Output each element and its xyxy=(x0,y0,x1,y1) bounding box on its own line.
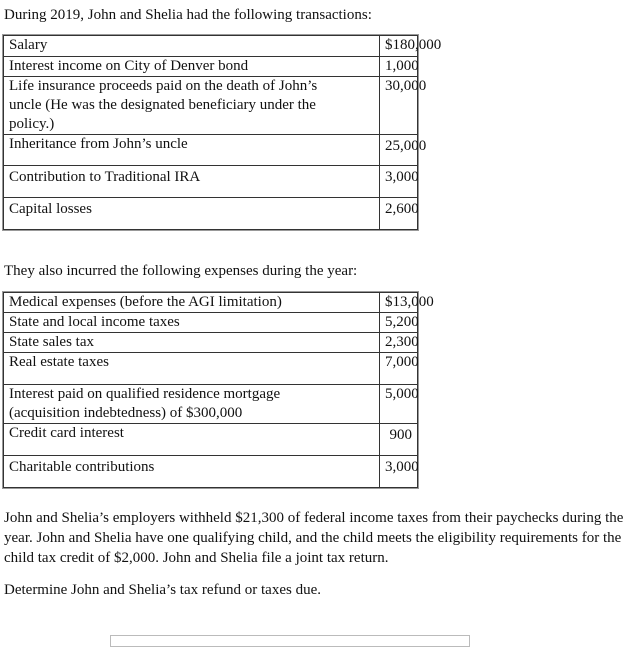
row-label: State and local income taxes xyxy=(3,312,380,333)
row-value: 3,000 xyxy=(379,165,419,198)
row-label: Interest income on City of Denver bond xyxy=(3,56,380,77)
expenses-table: Medical expenses (before the AGI limitat… xyxy=(2,291,434,489)
row-label: Charitable contributions xyxy=(3,455,380,488)
question-text: Determine John and Shelia’s tax refund o… xyxy=(4,582,321,598)
row-label: Salary xyxy=(3,35,380,57)
answer-box[interactable] xyxy=(110,635,470,647)
row-value: 5,200 xyxy=(379,312,419,333)
withholding-paragraph: John and Shelia’s employers withheld $21… xyxy=(4,510,624,566)
table-row: State sales tax 2,300 xyxy=(3,332,419,353)
table-row: Life insurance proceeds paid on the deat… xyxy=(3,76,426,135)
row-value: 1,000 xyxy=(379,56,419,77)
table-row: Charitable contributions 3,000 xyxy=(3,455,419,488)
row-label: Life insurance proceeds paid on the deat… xyxy=(3,76,380,135)
row-label: Capital losses xyxy=(3,197,380,230)
row-label: Credit card interest xyxy=(3,423,380,456)
row-value: $180,000 xyxy=(379,35,441,57)
table-row: Interest paid on qualified residence mor… xyxy=(3,384,419,424)
row-label: Interest paid on qualified residence mor… xyxy=(3,384,380,424)
transactions-table: Salary $180,000 Interest income on City o… xyxy=(2,34,441,231)
table-row: Contribution to Traditional IRA 3,000 xyxy=(3,165,419,198)
row-value: $13,000 xyxy=(379,292,434,313)
row-value: 25,000 xyxy=(379,134,426,166)
table-row: Real estate taxes 7,000 xyxy=(3,352,419,385)
table-row: Interest income on City of Denver bond 1,… xyxy=(3,56,419,77)
expenses-intro-text: They also incurred the following expense… xyxy=(4,263,358,279)
row-value: 5,000 xyxy=(379,384,419,424)
row-label: Medical expenses (before the AGI limitat… xyxy=(3,292,380,313)
table-row: Salary $180,000 xyxy=(3,35,441,57)
row-value: 2,600 xyxy=(379,197,419,230)
row-label: Inheritance from John’s uncle xyxy=(3,134,380,166)
intro-text: During 2019, John and Shelia had the fol… xyxy=(4,7,372,23)
table-row: Credit card interest 900 xyxy=(3,423,418,456)
table-row: State and local income taxes 5,200 xyxy=(3,312,419,333)
row-value: 900 xyxy=(379,423,418,456)
table-row: Medical expenses (before the AGI limitat… xyxy=(3,292,434,313)
table-row: Capital losses 2,600 xyxy=(3,197,419,230)
row-value: 7,000 xyxy=(379,352,419,385)
row-value: 30,000 xyxy=(379,76,426,135)
row-label: Contribution to Traditional IRA xyxy=(3,165,380,198)
row-value: 2,300 xyxy=(379,332,419,353)
row-label: Real estate taxes xyxy=(3,352,380,385)
row-label: State sales tax xyxy=(3,332,380,353)
row-value: 3,000 xyxy=(379,455,419,488)
table-row: Inheritance from John’s uncle 25,000 xyxy=(3,134,426,166)
